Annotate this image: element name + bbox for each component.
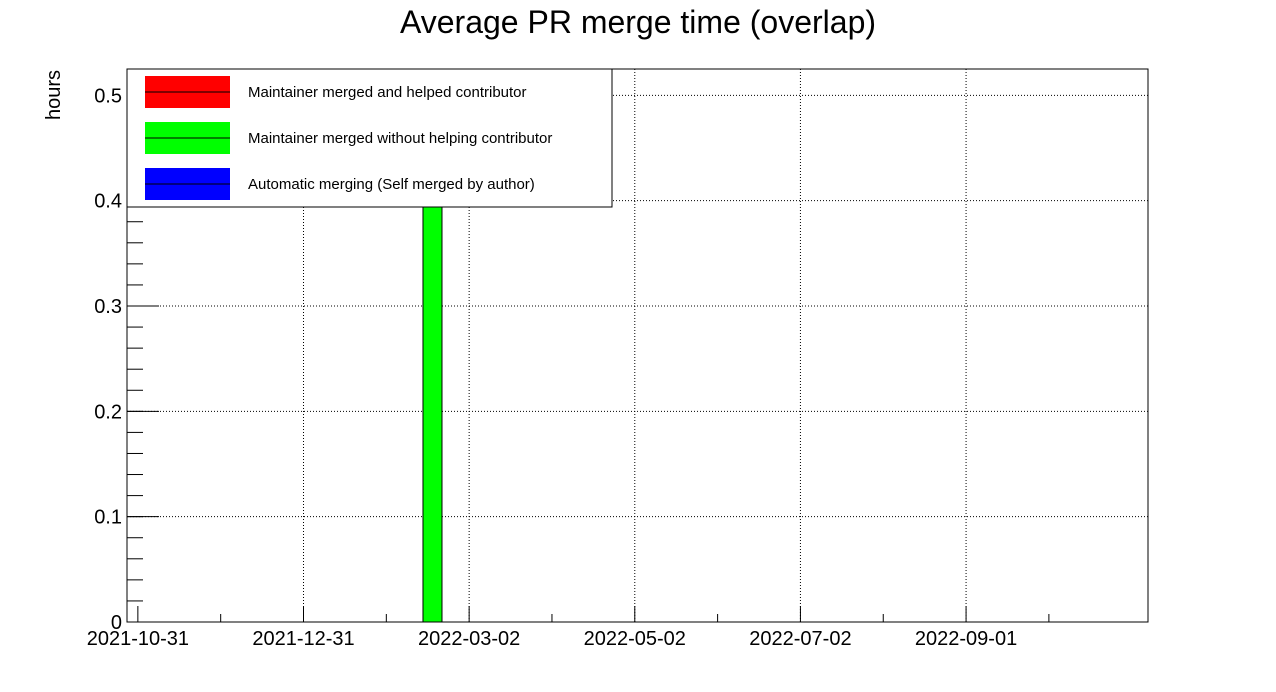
y-tick-label: 0.4: [94, 191, 122, 213]
legend: Maintainer merged and helped contributor…: [126, 68, 613, 208]
plot-area: 0 0.1 0.2 0.3 0.4 0.5 2021-10-31 2021-12-31 2022…: [87, 68, 1149, 650]
x-tick-label: 2022-07-02: [749, 628, 851, 650]
x-tick-label: 2022-09-01: [915, 628, 1017, 650]
y-tick-label: 0.3: [94, 296, 122, 318]
y-tick-label: 0.5: [94, 85, 122, 107]
y-axis-label: hours: [43, 70, 65, 120]
y-tick-label: 0.1: [94, 507, 122, 529]
legend-label: Automatic merging (Self merged by author…: [248, 176, 535, 193]
x-tick-label: 2022-03-02: [418, 628, 520, 650]
x-tick-label: 2021-12-31: [252, 628, 354, 650]
legend-item: Maintainer merged without helping contri…: [145, 122, 552, 154]
x-tick-label: 2021-10-31: [87, 628, 189, 650]
x-tick-label: 2022-05-02: [584, 628, 686, 650]
legend-item: Maintainer merged and helped contributor: [145, 76, 527, 108]
legend-label: Maintainer merged and helped contributor: [248, 84, 527, 101]
legend-label: Maintainer merged without helping contri…: [248, 130, 552, 147]
legend-item: Automatic merging (Self merged by author…: [145, 168, 535, 200]
chart-title: Average PR merge time (overlap): [400, 4, 876, 40]
y-tick-label: 0: [111, 612, 122, 634]
y-tick-label: 0.2: [94, 401, 122, 423]
